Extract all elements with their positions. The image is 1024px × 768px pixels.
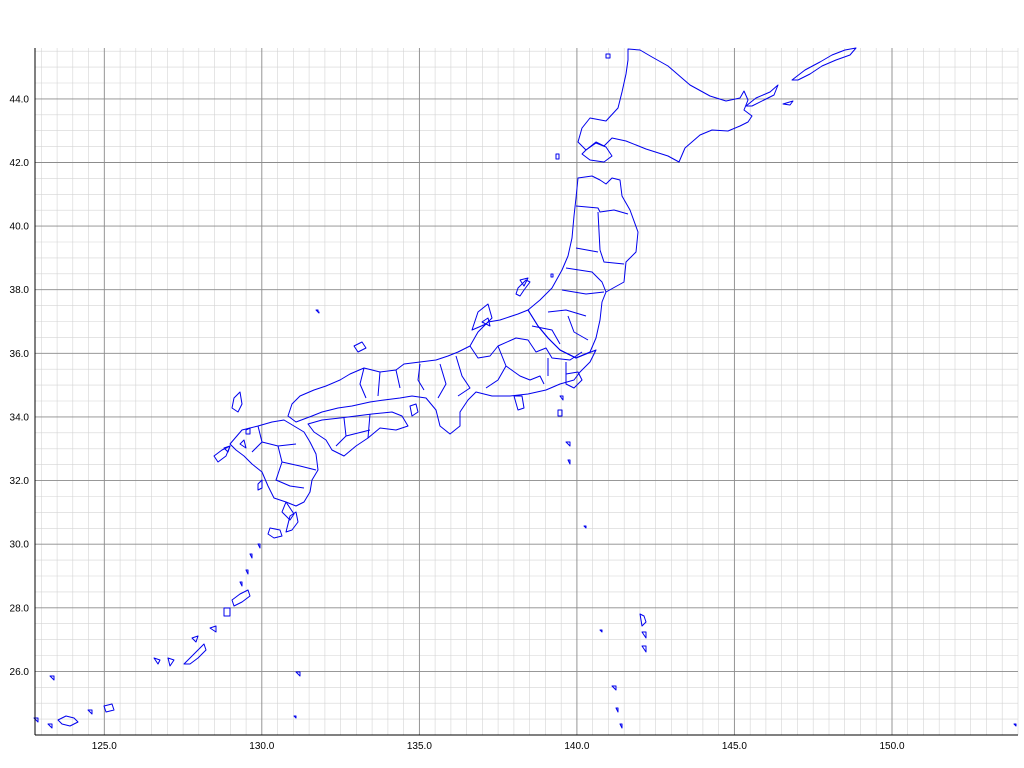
kuril-islands [782, 47, 857, 106]
kyushu-borders [251, 425, 317, 489]
tohoku-borders [547, 205, 629, 341]
y-tick-label: 40.0 [10, 222, 30, 233]
x-tick-label: 140.0 [564, 741, 589, 752]
osumi-peninsula [281, 501, 295, 521]
ulleungdo [315, 309, 319, 313]
y-axis-tick-labels: 44.0 42.0 40.0 38.0 36.0 34.0 32.0 30.0 28.0 26.0 [10, 94, 30, 678]
rishiri-island [605, 53, 611, 59]
axes [34, 48, 1018, 736]
y-tick-label: 38.0 [10, 285, 30, 296]
goto-islands [213, 445, 231, 463]
okinawa-island [183, 643, 207, 665]
coastline-and-prefecture-borders [33, 47, 1017, 729]
x-tick-label: 125.0 [92, 741, 117, 752]
koshiki-islands [257, 479, 263, 491]
y-tick-label: 26.0 [10, 667, 30, 678]
awashima [550, 273, 554, 278]
x-tick-label: 135.0 [407, 741, 432, 752]
daito-islands [293, 671, 301, 719]
yaeyama-islands [33, 675, 79, 729]
noto-peninsula [471, 303, 493, 331]
miyako-islands [87, 703, 115, 715]
major-grid [35, 48, 1018, 735]
y-tick-label: 32.0 [10, 476, 30, 487]
kyushu-outline [229, 419, 319, 507]
nakadori-island [223, 445, 231, 453]
y-tick-label: 42.0 [10, 158, 30, 169]
hokkaido-outline [577, 48, 753, 163]
x-tick-label: 150.0 [879, 741, 904, 752]
izu-islands [557, 395, 587, 529]
tokunoshima [223, 607, 231, 617]
sea-of-japan-islets [481, 277, 529, 327]
okushiri-island [555, 153, 560, 160]
izu-peninsula [513, 395, 525, 411]
okinawa-islets [153, 635, 199, 667]
hokkaido-oshima-peninsula [581, 142, 613, 163]
yakushima [267, 527, 283, 539]
iki-island [245, 427, 251, 435]
y-tick-label: 34.0 [10, 412, 30, 423]
tokara-islands [239, 543, 261, 587]
x-axis-tick-labels: 125.0 130.0 135.0 140.0 145.0 150.0 [92, 741, 905, 752]
y-tick-label: 44.0 [10, 94, 30, 105]
y-tick-label: 30.0 [10, 540, 30, 551]
central-honshu [287, 309, 597, 435]
tsushima-island [231, 391, 243, 413]
x-tick-label: 145.0 [722, 741, 747, 752]
boso-peninsula [565, 371, 583, 389]
okinoerabu [209, 625, 217, 633]
amami-oshima [231, 589, 251, 607]
oki-islands [353, 341, 367, 353]
shikoku-borders [335, 413, 371, 447]
hokkaido-east-tip [745, 84, 779, 107]
x-tick-label: 130.0 [249, 741, 274, 752]
hirado-islands [239, 439, 247, 449]
central-borders [359, 325, 583, 399]
ogasawara-islands [599, 613, 1017, 729]
y-tick-label: 36.0 [10, 349, 30, 360]
shikoku-outline [307, 411, 409, 457]
minor-grid [35, 48, 1019, 736]
sado-island [515, 279, 531, 297]
tanegashima [285, 511, 299, 533]
y-tick-label: 28.0 [10, 603, 30, 614]
tohoku-outline [527, 175, 639, 359]
awaji-island [409, 403, 419, 417]
